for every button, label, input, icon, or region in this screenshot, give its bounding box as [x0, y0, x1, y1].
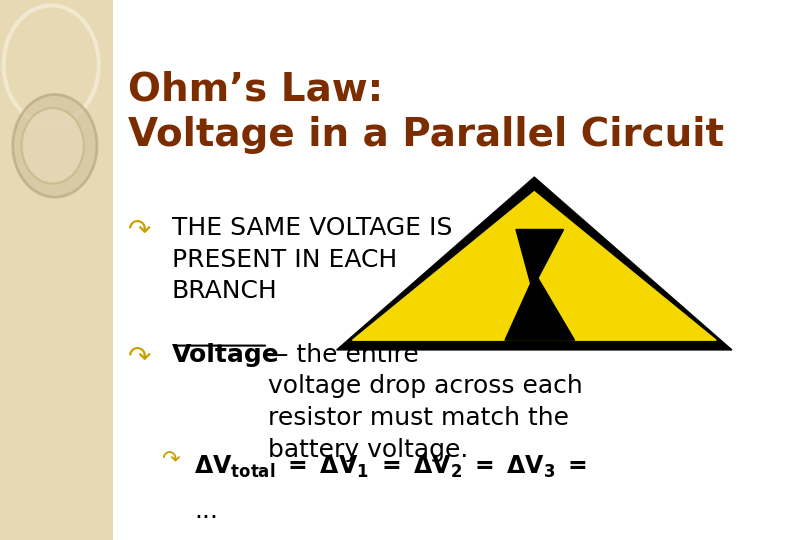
Text: – the entire
voltage drop across each
resistor must match the
battery voltage.: – the entire voltage drop across each re… [268, 343, 582, 462]
Ellipse shape [22, 108, 83, 184]
Text: Voltage: Voltage [172, 343, 279, 367]
Polygon shape [352, 192, 716, 340]
Polygon shape [337, 177, 732, 350]
FancyBboxPatch shape [0, 0, 113, 540]
Text: ↷: ↷ [128, 216, 151, 244]
Text: ...: ... [194, 500, 218, 523]
Text: Ohm’s Law:
Voltage in a Parallel Circuit: Ohm’s Law: Voltage in a Parallel Circuit [128, 70, 724, 154]
Polygon shape [505, 230, 574, 340]
Text: ↷: ↷ [161, 451, 180, 471]
Text: ↷: ↷ [128, 343, 151, 371]
Ellipse shape [13, 94, 97, 197]
Text: THE SAME VOLTAGE IS
PRESENT IN EACH
BRANCH: THE SAME VOLTAGE IS PRESENT IN EACH BRAN… [172, 216, 452, 303]
Text: $\mathbf{\Delta V_{total}\ =\ \Delta V_1\ =\ \Delta V_2\ =\ \Delta V_3\ =}$: $\mathbf{\Delta V_{total}\ =\ \Delta V_1… [194, 454, 587, 480]
